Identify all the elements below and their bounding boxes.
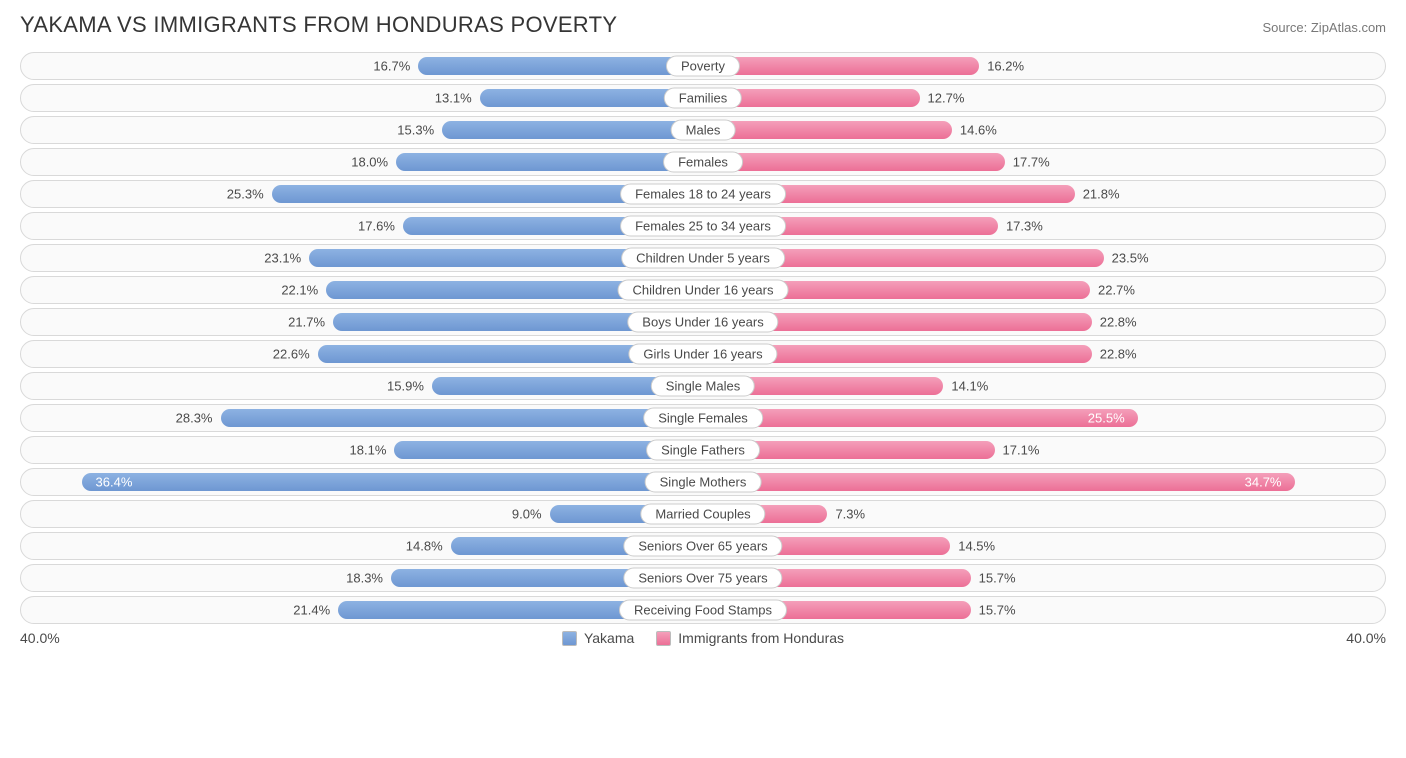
category-label: Males bbox=[671, 120, 736, 141]
category-label: Married Couples bbox=[640, 504, 765, 525]
value-honduras: 14.6% bbox=[960, 123, 997, 138]
chart-row: 18.1% 17.1% Single Fathers bbox=[20, 436, 1386, 464]
chart-row: 21.4% 15.7% Receiving Food Stamps bbox=[20, 596, 1386, 624]
category-label: Children Under 5 years bbox=[621, 248, 785, 269]
category-label: Females 18 to 24 years bbox=[620, 184, 786, 205]
category-label: Single Mothers bbox=[645, 472, 762, 493]
chart-row: 15.3% 14.6% Males bbox=[20, 116, 1386, 144]
category-label: Females bbox=[663, 152, 743, 173]
value-yakama: 15.3% bbox=[397, 123, 434, 138]
value-honduras: 22.8% bbox=[1100, 315, 1137, 330]
value-yakama: 15.9% bbox=[387, 379, 424, 394]
value-yakama: 18.1% bbox=[350, 443, 387, 458]
value-yakama: 14.8% bbox=[406, 539, 443, 554]
chart-row: 18.0% 17.7% Females bbox=[20, 148, 1386, 176]
category-label: Females 25 to 34 years bbox=[620, 216, 786, 237]
value-honduras: 22.8% bbox=[1100, 347, 1137, 362]
value-yakama: 17.6% bbox=[358, 219, 395, 234]
legend-item-honduras: Immigrants from Honduras bbox=[656, 630, 844, 646]
bar-honduras bbox=[703, 121, 952, 139]
bar-yakama bbox=[418, 57, 703, 75]
chart-row: 21.7% 22.8% Boys Under 16 years bbox=[20, 308, 1386, 336]
chart-row: 9.0% 7.3% Married Couples bbox=[20, 500, 1386, 528]
value-honduras: 15.7% bbox=[979, 571, 1016, 586]
chart-row: 22.1% 22.7% Children Under 16 years bbox=[20, 276, 1386, 304]
bar-honduras bbox=[703, 473, 1295, 491]
chart-title: YAKAMA VS IMMIGRANTS FROM HONDURAS POVER… bbox=[20, 12, 617, 38]
value-honduras: 17.1% bbox=[1003, 443, 1040, 458]
value-honduras: 17.3% bbox=[1006, 219, 1043, 234]
value-yakama: 28.3% bbox=[176, 411, 213, 426]
value-honduras: 14.1% bbox=[951, 379, 988, 394]
value-yakama: 21.7% bbox=[288, 315, 325, 330]
value-yakama: 9.0% bbox=[512, 507, 542, 522]
category-label: Families bbox=[664, 88, 742, 109]
legend-swatch-pink bbox=[656, 631, 671, 646]
value-honduras: 16.2% bbox=[987, 59, 1024, 74]
legend: Yakama Immigrants from Honduras bbox=[80, 630, 1326, 646]
bar-honduras bbox=[703, 57, 979, 75]
value-yakama: 25.3% bbox=[227, 187, 264, 202]
bar-yakama bbox=[442, 121, 703, 139]
chart-row: 15.9% 14.1% Single Males bbox=[20, 372, 1386, 400]
bar-honduras bbox=[703, 153, 1005, 171]
value-yakama: 16.7% bbox=[373, 59, 410, 74]
legend-label: Yakama bbox=[584, 630, 634, 646]
chart-row: 28.3% 25.5% Single Females bbox=[20, 404, 1386, 432]
value-yakama: 21.4% bbox=[293, 603, 330, 618]
chart-row: 16.7% 16.2% Poverty bbox=[20, 52, 1386, 80]
source-attribution: Source: ZipAtlas.com bbox=[1262, 20, 1386, 35]
legend-label: Immigrants from Honduras bbox=[678, 630, 844, 646]
chart-row: 25.3% 21.8% Females 18 to 24 years bbox=[20, 180, 1386, 208]
value-honduras: 17.7% bbox=[1013, 155, 1050, 170]
chart-row: 13.1% 12.7% Families bbox=[20, 84, 1386, 112]
bar-yakama bbox=[221, 409, 704, 427]
chart-footer: 40.0% Yakama Immigrants from Honduras 40… bbox=[20, 630, 1386, 646]
bar-yakama bbox=[82, 473, 703, 491]
category-label: Seniors Over 75 years bbox=[623, 568, 782, 589]
value-honduras: 7.3% bbox=[835, 507, 865, 522]
value-yakama: 36.4% bbox=[96, 475, 133, 490]
chart-row: 36.4% 34.7% Single Mothers bbox=[20, 468, 1386, 496]
chart-row: 17.6% 17.3% Females 25 to 34 years bbox=[20, 212, 1386, 240]
legend-item-yakama: Yakama bbox=[562, 630, 634, 646]
category-label: Receiving Food Stamps bbox=[619, 600, 787, 621]
value-honduras: 34.7% bbox=[1245, 475, 1282, 490]
bar-yakama bbox=[396, 153, 703, 171]
category-label: Single Fathers bbox=[646, 440, 760, 461]
value-honduras: 22.7% bbox=[1098, 283, 1135, 298]
category-label: Boys Under 16 years bbox=[627, 312, 778, 333]
value-honduras: 21.8% bbox=[1083, 187, 1120, 202]
value-yakama: 23.1% bbox=[264, 251, 301, 266]
value-yakama: 18.3% bbox=[346, 571, 383, 586]
category-label: Poverty bbox=[666, 56, 740, 77]
chart-row: 18.3% 15.7% Seniors Over 75 years bbox=[20, 564, 1386, 592]
axis-right-max: 40.0% bbox=[1326, 630, 1386, 646]
value-honduras: 14.5% bbox=[958, 539, 995, 554]
legend-swatch-blue bbox=[562, 631, 577, 646]
value-yakama: 22.1% bbox=[281, 283, 318, 298]
value-honduras: 12.7% bbox=[928, 91, 965, 106]
value-yakama: 22.6% bbox=[273, 347, 310, 362]
axis-left-max: 40.0% bbox=[20, 630, 80, 646]
category-label: Single Females bbox=[643, 408, 763, 429]
category-label: Children Under 16 years bbox=[618, 280, 789, 301]
value-honduras: 15.7% bbox=[979, 603, 1016, 618]
category-label: Girls Under 16 years bbox=[628, 344, 777, 365]
chart-body: 16.7% 16.2% Poverty 13.1% 12.7% Families 15.3%… bbox=[20, 52, 1386, 624]
value-yakama: 13.1% bbox=[435, 91, 472, 106]
chart-row: 22.6% 22.8% Girls Under 16 years bbox=[20, 340, 1386, 368]
chart-row: 23.1% 23.5% Children Under 5 years bbox=[20, 244, 1386, 272]
chart-row: 14.8% 14.5% Seniors Over 65 years bbox=[20, 532, 1386, 560]
value-honduras: 25.5% bbox=[1088, 411, 1125, 426]
category-label: Seniors Over 65 years bbox=[623, 536, 782, 557]
value-yakama: 18.0% bbox=[351, 155, 388, 170]
bar-honduras bbox=[703, 409, 1138, 427]
value-honduras: 23.5% bbox=[1112, 251, 1149, 266]
category-label: Single Males bbox=[651, 376, 755, 397]
